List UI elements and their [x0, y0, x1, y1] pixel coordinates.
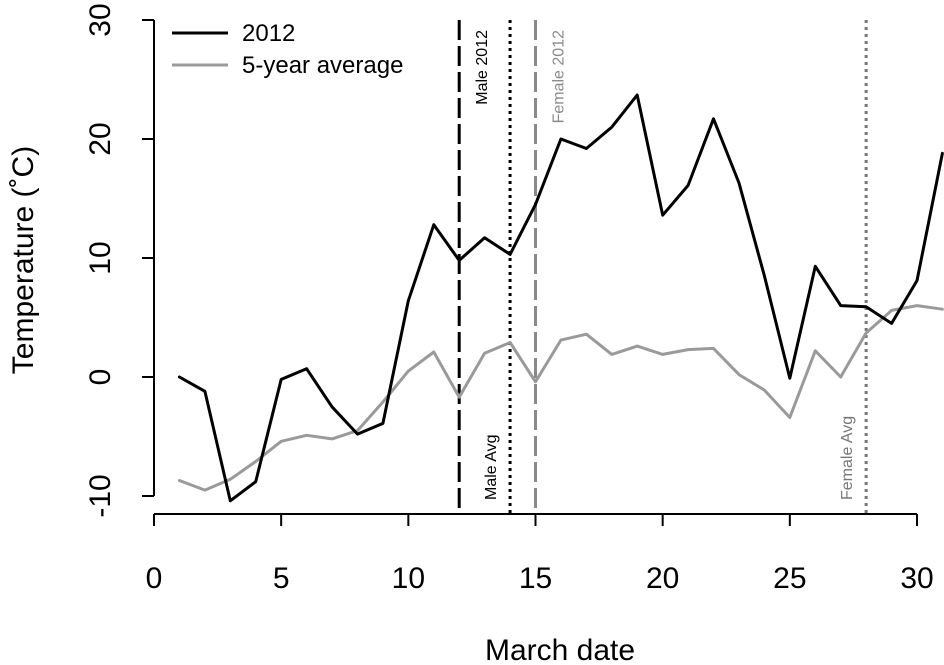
x-tick-label: 30 — [900, 562, 933, 595]
y-axis-title: Temperature (˚C) — [7, 146, 40, 374]
y-tick-label: 0 — [84, 369, 117, 386]
y-tick-label: -10 — [84, 474, 117, 517]
legend-label: 5-year average — [242, 52, 403, 79]
x-tick-label: 25 — [773, 562, 806, 595]
reference-line-label: Male Avg — [483, 434, 500, 500]
x-tick-label: 10 — [392, 562, 425, 595]
reference-line-label: Female 2012 — [551, 30, 568, 123]
x-tick-label: 5 — [273, 562, 290, 595]
series-line — [177, 304, 944, 492]
reference-line-label: Female Avg — [839, 416, 856, 500]
x-axis: 0 5 10 15 20 25 30 — [146, 513, 934, 595]
x-axis-title: March date — [485, 634, 635, 665]
y-axis: -10 0 10 20 30 — [84, 3, 155, 518]
y-tick-label: 10 — [84, 241, 117, 274]
legend: 2012 5-year average — [172, 20, 403, 79]
x-tick-label: 0 — [146, 562, 163, 595]
reference-lines: Male 2012 Male Avg Female 2012 Female Avg — [457, 20, 868, 514]
reference-line-label: Male 2012 — [474, 30, 491, 105]
x-tick-label: 20 — [646, 562, 679, 595]
legend-label: 2012 — [242, 20, 295, 47]
y-tick-label: 20 — [84, 122, 117, 155]
series-lines — [177, 93, 944, 503]
x-tick-label: 15 — [519, 562, 552, 595]
series-line — [177, 93, 944, 503]
y-tick-label: 30 — [84, 3, 117, 36]
